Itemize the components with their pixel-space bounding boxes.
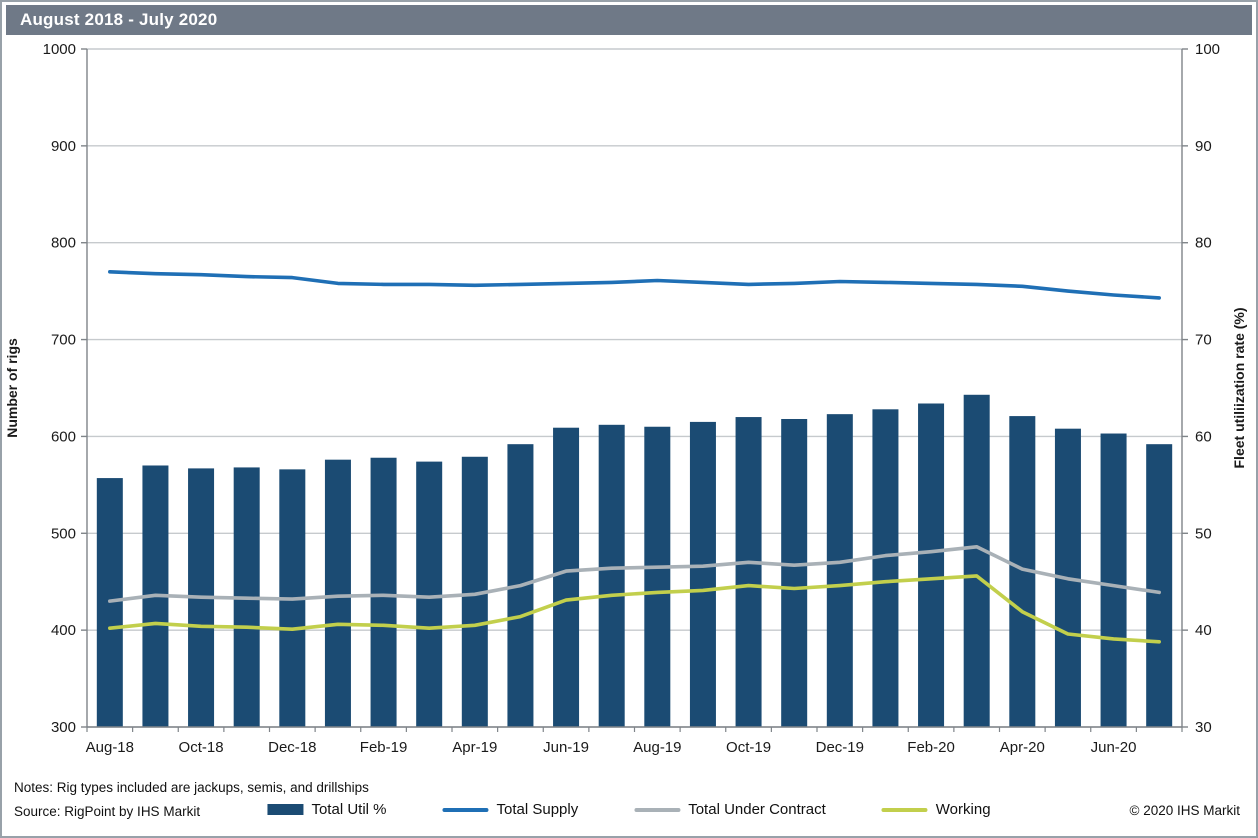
chart-legend: Total Util % Total Supply Total Under Co… <box>267 801 991 818</box>
legend-line-swatch-icon <box>442 807 489 812</box>
svg-text:900: 900 <box>51 138 76 155</box>
svg-text:800: 800 <box>51 235 76 252</box>
svg-text:90: 90 <box>1195 138 1212 155</box>
svg-text:100: 100 <box>1195 41 1220 58</box>
svg-text:Fleet utiliization rate (%): Fleet utiliization rate (%) <box>1231 307 1247 468</box>
svg-text:500: 500 <box>51 525 76 542</box>
svg-text:Oct-18: Oct-18 <box>179 739 224 756</box>
legend-item-total-supply: Total Supply <box>442 801 578 818</box>
svg-text:Oct-19: Oct-19 <box>726 739 771 756</box>
legend-line-swatch-icon <box>881 807 928 812</box>
legend-item-total-util: Total Util % <box>267 801 386 818</box>
svg-text:Aug-18: Aug-18 <box>86 739 134 756</box>
chart-notes: Notes: Rig types included are jackups, s… <box>14 776 369 824</box>
svg-text:Aug-19: Aug-19 <box>633 739 681 756</box>
legend-item-total-under-contract: Total Under Contract <box>634 801 826 818</box>
legend-label: Total Supply <box>496 801 579 818</box>
svg-text:50: 50 <box>1195 525 1212 542</box>
svg-text:30: 30 <box>1195 719 1212 736</box>
svg-text:1000: 1000 <box>43 41 76 58</box>
svg-text:Apr-20: Apr-20 <box>1000 739 1045 756</box>
legend-line-swatch-icon <box>634 807 681 812</box>
svg-text:70: 70 <box>1195 332 1212 349</box>
svg-text:Number of rigs: Number of rigs <box>4 338 20 438</box>
legend-bar-swatch-icon <box>267 804 304 815</box>
legend-item-working: Working <box>881 801 991 818</box>
notes-line: Notes: Rig types included are jackups, s… <box>14 780 369 795</box>
svg-text:600: 600 <box>51 428 76 445</box>
legend-label: Total Util % <box>311 801 387 818</box>
page-title: August 2018 - July 2020 <box>20 10 218 29</box>
copyright-text: © 2020 IHS Markit <box>1129 803 1241 818</box>
svg-text:Feb-20: Feb-20 <box>907 739 955 756</box>
svg-text:Dec-18: Dec-18 <box>268 739 316 756</box>
svg-text:Jun-19: Jun-19 <box>543 739 589 756</box>
chart-title-bar: August 2018 - July 2020 <box>6 5 1252 35</box>
svg-text:40: 40 <box>1195 622 1212 639</box>
svg-text:80: 80 <box>1195 235 1212 252</box>
svg-text:700: 700 <box>51 332 76 349</box>
svg-text:300: 300 <box>51 719 76 736</box>
svg-text:400: 400 <box>51 622 76 639</box>
svg-text:Feb-19: Feb-19 <box>360 739 408 756</box>
legend-label: Working <box>935 801 991 818</box>
svg-text:Jun-20: Jun-20 <box>1091 739 1137 756</box>
svg-text:Apr-19: Apr-19 <box>452 739 497 756</box>
svg-text:Dec-19: Dec-19 <box>816 739 864 756</box>
svg-text:60: 60 <box>1195 428 1212 445</box>
source-line: Source: RigPoint by IHS Markit <box>14 804 201 819</box>
legend-label: Total Under Contract <box>688 801 826 818</box>
